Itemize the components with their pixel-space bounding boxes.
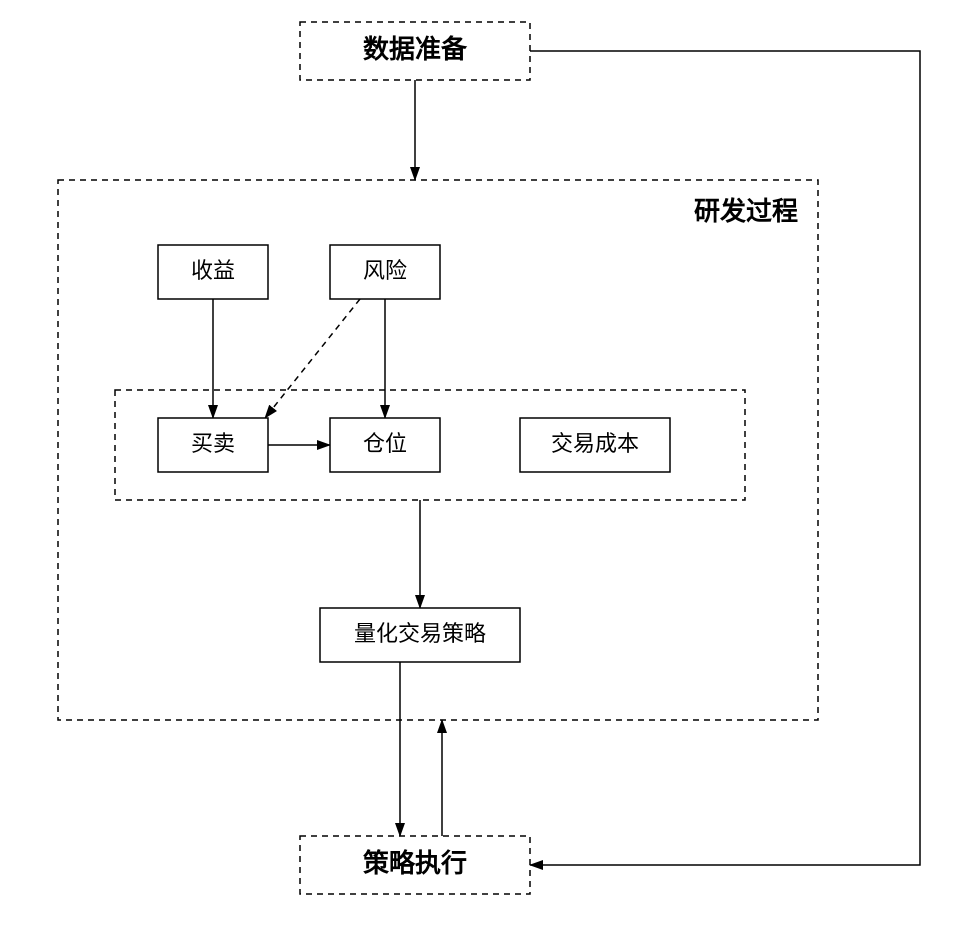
edge-risk-to-trade xyxy=(265,299,360,418)
node-trade-label: 买卖 xyxy=(191,431,235,456)
node-revenue-label: 收益 xyxy=(191,258,235,283)
node-cost-label: 交易成本 xyxy=(551,431,639,456)
node-position-label: 仓位 xyxy=(363,431,407,456)
flowchart-canvas: 研发过程 数据准备 收益 风险 买卖 仓位 交易成本 量化交易策略 策略执行 xyxy=(0,0,966,930)
node-data-prep-label: 数据准备 xyxy=(363,35,468,64)
node-risk-label: 风险 xyxy=(363,258,407,283)
node-rd-process-label: 研发过程 xyxy=(694,196,798,226)
node-execute-label: 策略执行 xyxy=(363,848,467,878)
node-strategy-label: 量化交易策略 xyxy=(354,621,486,646)
